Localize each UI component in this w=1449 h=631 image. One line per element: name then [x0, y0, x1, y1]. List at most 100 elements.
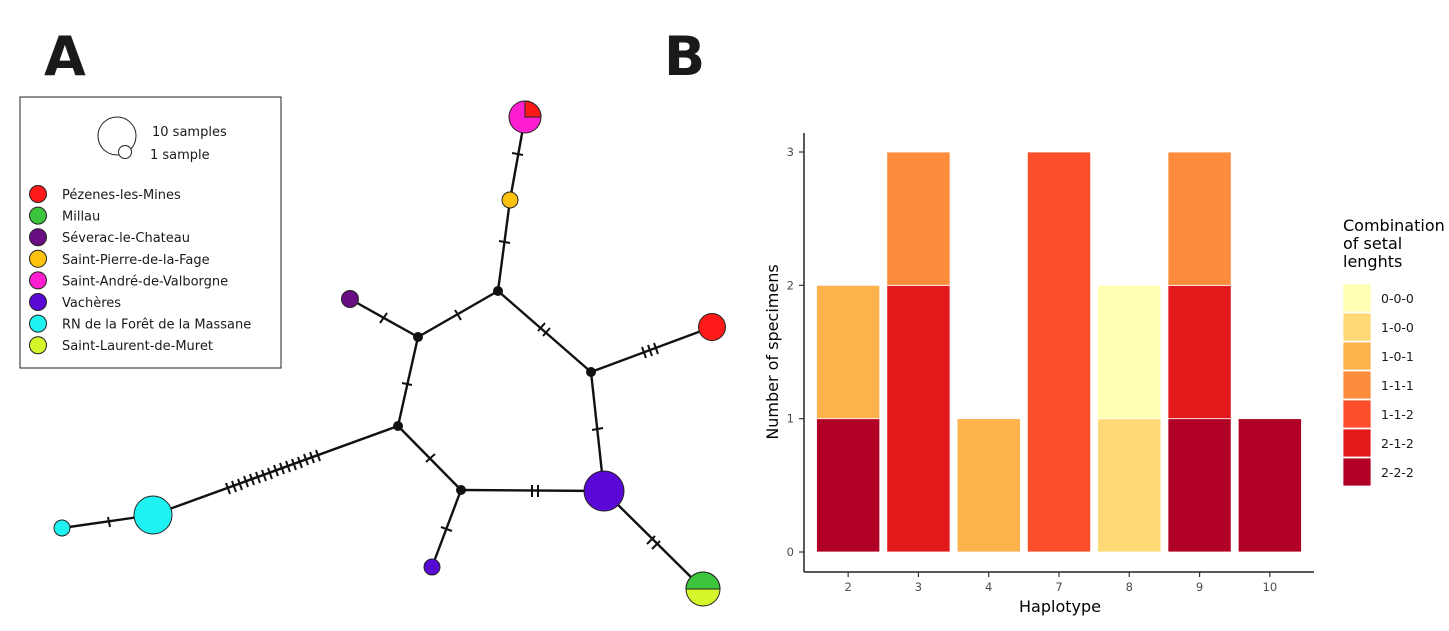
panel-a-letter: A: [44, 25, 86, 88]
bar-segment: [886, 151, 951, 286]
legend-location-label: Saint-André-de-Valborgne: [62, 274, 228, 289]
fill-legend-swatch: [1342, 370, 1372, 400]
panel-b-letter: B: [664, 25, 706, 88]
legend-location-label: Saint-Pierre-de-la-Fage: [62, 253, 210, 268]
mutation-mark: [237, 478, 243, 491]
size-legend-small-label: 1 sample: [150, 148, 210, 163]
fill-legend-title-line: lenghts: [1343, 252, 1402, 271]
haplotype-massane-small: [53, 519, 71, 537]
mutation-mark: [498, 240, 511, 244]
bar-segment: [1167, 151, 1232, 286]
x-tick-label: 4: [985, 580, 992, 594]
bar-segment: [1026, 151, 1092, 553]
pie-slice-pezenes: [524, 100, 542, 118]
legend-swatch: [29, 185, 47, 203]
x-tick-label: 10: [1263, 580, 1278, 594]
legend-box: [19, 96, 282, 369]
x-tick-label: 3: [915, 580, 922, 594]
median-vector-node: [493, 286, 503, 296]
mutation-mark: [591, 427, 604, 431]
stacked-bar-chart: 0 1 2 3 2 3 4 7 8 9 10 Haplotype Number of specim…: [763, 133, 1445, 616]
fill-legend-swatch: [1342, 428, 1372, 458]
x-tick-label: 2: [844, 580, 851, 594]
mutation-mark: [440, 526, 453, 532]
mutation-mark: [641, 346, 647, 359]
fill-legend-label: 0-0-0: [1381, 291, 1414, 306]
bar-segment: [956, 418, 1021, 553]
mutation-mark: [315, 449, 321, 462]
mutation-mark: [511, 152, 524, 156]
haplotype-circles: [53, 100, 726, 607]
size-legend-large-label: 10 samples: [152, 125, 227, 140]
fill-legend-swatch: [1342, 399, 1372, 429]
haplotype-severac: [341, 290, 359, 308]
edge-pezenes: [590, 325, 713, 374]
mutation-mark: [379, 312, 388, 324]
median-vector-node: [586, 367, 596, 377]
fill-legend-label: 2-1-2: [1381, 436, 1414, 451]
median-vector-node: [413, 332, 423, 342]
legend-swatch: [29, 249, 47, 268]
legend-swatch: [29, 336, 47, 355]
edge-node4-node1: [396, 336, 420, 427]
mutation-mark: [249, 473, 255, 486]
edge-node2-pierre: [496, 199, 512, 292]
bar-segment: [816, 418, 881, 553]
bar-segment: [1167, 418, 1232, 553]
mutation-mark: [225, 482, 231, 495]
y-tick-label: 2: [787, 278, 794, 292]
fill-legend-label: 1-1-1: [1381, 378, 1414, 393]
haplotype-andre-pie: [508, 100, 542, 134]
mutation-mark: [107, 516, 111, 528]
edge-node2-node3: [497, 290, 592, 373]
mutation-mark: [291, 458, 297, 471]
y-axis-ticks: 0 1 2 3: [787, 145, 804, 559]
mutation-mark: [231, 480, 237, 493]
size-legend-large-circle: [97, 116, 137, 156]
network-legend: 10 samples 1 sample Pézenes-les-Mines Mil…: [19, 96, 282, 369]
haplotype-pierre: [501, 191, 519, 209]
mutation-mark: [647, 344, 653, 357]
mutation-mark: [297, 456, 303, 469]
haplotype-network: [53, 100, 726, 607]
haplotype-pezenes: [698, 313, 726, 341]
mutation-mark: [537, 322, 546, 332]
size-legend-small-circle: [118, 145, 132, 159]
location-legend: Pézenes-les-Mines Millau Séverac-le-Chatea…: [29, 185, 251, 355]
fill-legend-title-line: of setal: [1343, 234, 1402, 253]
mutation-mark: [309, 451, 315, 464]
mutation-mark: [646, 535, 656, 545]
mutation-marks: [107, 152, 661, 550]
legend-swatch: [29, 228, 47, 247]
y-tick-label: 1: [787, 412, 794, 426]
legend-swatch: [29, 293, 47, 311]
mutation-mark: [261, 469, 267, 482]
mutation-mark: [255, 471, 261, 484]
haplotype-vacheres-small: [423, 558, 441, 576]
x-tick-label: 8: [1126, 580, 1133, 594]
legend-swatch: [29, 271, 47, 290]
mutation-mark: [267, 467, 273, 480]
legend-location-label: Séverac-le-Chateau: [62, 231, 190, 246]
legend-location-label: RN de la Forêt de la Massane: [62, 318, 251, 333]
mutation-mark: [273, 464, 279, 477]
legend-location-label: Vachères: [62, 296, 121, 311]
x-axis-ticks: 2 3 4 7 8 9 10: [844, 572, 1277, 594]
bar-segment: [886, 284, 951, 553]
fill-legend-label: 1-0-1: [1381, 349, 1414, 364]
y-axis-title: Number of specimens: [763, 264, 782, 439]
mutation-mark: [285, 460, 291, 473]
mutation-mark: [279, 462, 285, 475]
fill-legend-swatch: [1342, 283, 1372, 313]
fill-legend-label: 2-2-2: [1381, 465, 1414, 480]
y-tick-label: 3: [787, 145, 794, 159]
fill-legend-label: 1-0-0: [1381, 320, 1414, 335]
chart-bars: [816, 151, 1302, 553]
haplotype-massane-large: [133, 495, 173, 535]
legend-location-label: Millau: [62, 210, 100, 225]
median-vector-node: [393, 421, 403, 431]
mutation-mark: [401, 382, 413, 386]
x-tick-label: 7: [1055, 580, 1062, 594]
